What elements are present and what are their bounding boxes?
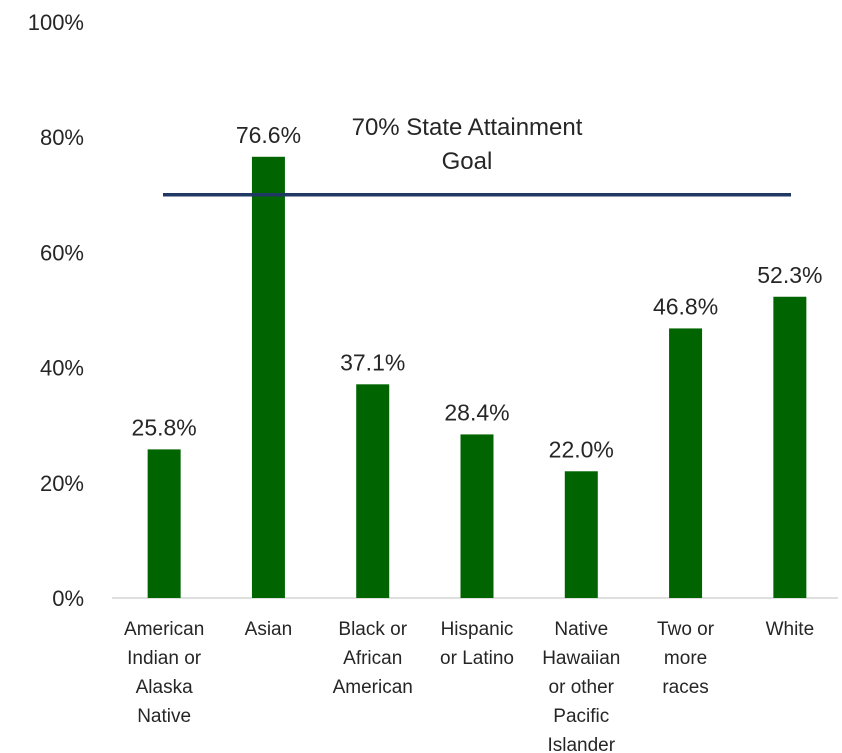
y-tick-label: 40% <box>40 356 84 381</box>
goal-label: 70% State Attainment Goal <box>352 114 583 175</box>
x-category-label-line: American <box>124 619 204 640</box>
data-label: 76.6% <box>236 122 301 148</box>
data-label: 37.1% <box>340 349 405 375</box>
data-label: 22.0% <box>549 436 614 462</box>
bar <box>773 296 807 598</box>
x-category-label-line: Native <box>137 706 191 727</box>
data-label: 46.8% <box>653 293 718 319</box>
bar <box>251 156 285 598</box>
bar <box>460 434 494 598</box>
x-category-label-line: White <box>766 619 815 640</box>
x-category-label-line: more <box>664 648 707 669</box>
x-category-label-line: Alaska <box>136 677 193 698</box>
x-category-label-line: or Latino <box>440 648 514 669</box>
x-category-label-line: Hawaiian <box>542 648 620 669</box>
x-category-label-line: American <box>333 677 413 698</box>
bar <box>147 449 181 598</box>
x-category-label-line: Indian or <box>127 648 202 669</box>
x-category-label: Native Hawaiian or other Pacific Islander <box>542 619 620 753</box>
x-category-label-line: or other <box>549 677 615 698</box>
y-tick-label: 80% <box>40 125 84 150</box>
x-category-label: Asian <box>245 619 293 640</box>
goal-label-line: 70% State Attainment <box>352 114 583 141</box>
data-label: 52.3% <box>757 262 822 288</box>
x-category-label-line: Islander <box>547 735 615 753</box>
bar <box>669 328 703 598</box>
x-category-label: Two or more races <box>657 619 715 698</box>
x-category-label-line: African <box>343 648 402 669</box>
data-label: 25.8% <box>132 414 197 440</box>
y-tick-label: 0% <box>52 586 84 611</box>
x-category-label-line: Asian <box>245 619 293 640</box>
x-category-label-line: races <box>662 677 708 698</box>
bar <box>356 384 390 598</box>
data-label: 28.4% <box>444 399 509 425</box>
y-tick-label: 20% <box>40 471 84 496</box>
y-tick-label: 100% <box>28 10 84 35</box>
x-category-label: Black or African American <box>333 619 413 698</box>
x-category-label: Hispanic or Latino <box>440 619 514 669</box>
goal-label-line: Goal <box>442 148 493 175</box>
x-category-label: American Indian or Alaska Native <box>124 619 204 727</box>
x-category-label: White <box>766 619 815 640</box>
x-category-label-line: Pacific <box>553 706 609 727</box>
y-tick-label: 60% <box>40 240 84 265</box>
x-category-label-line: Hispanic <box>441 619 514 640</box>
x-category-label-line: Black or <box>338 619 407 640</box>
bar <box>564 471 598 598</box>
x-category-label-line: Two or <box>657 619 715 640</box>
x-category-label-line: Native <box>554 619 608 640</box>
